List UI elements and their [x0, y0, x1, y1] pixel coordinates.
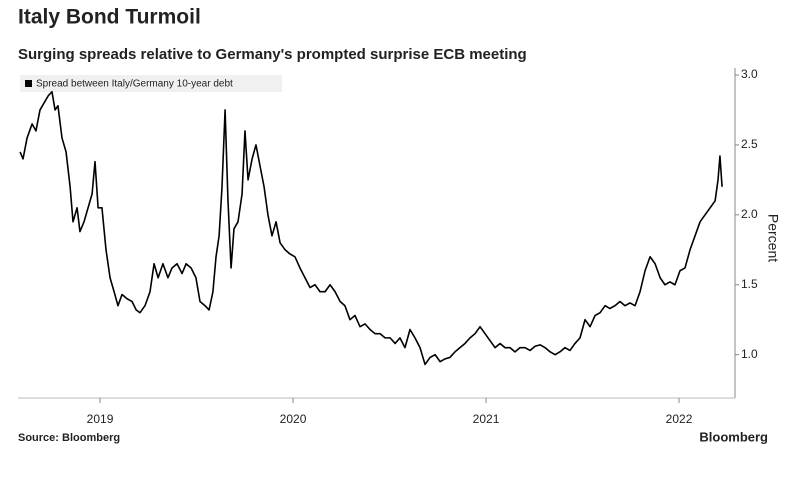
legend-swatch: [25, 80, 32, 87]
data-line: [19, 90, 723, 366]
legend-label: Spread between Italy/Germany 10-year deb…: [36, 79, 233, 90]
x-tick-label: 2022: [666, 412, 693, 426]
y-tick-label: 1.0: [741, 347, 758, 361]
chart-title: Italy Bond Turmoil: [18, 6, 201, 29]
y-tick-label: 1.5: [741, 277, 758, 291]
chart-subtitle: Surging spreads relative to Germany's pr…: [18, 46, 527, 63]
y-tick-label: 2.0: [741, 207, 758, 221]
legend-box: [20, 75, 282, 92]
x-tick-label: 2021: [473, 412, 500, 426]
y-axis-label: Percent: [765, 214, 781, 262]
x-tick-label: 2020: [280, 412, 307, 426]
brand: Bloomberg: [699, 429, 768, 444]
source: Source: Bloomberg: [18, 432, 120, 444]
y-tick-label: 2.5: [741, 137, 758, 151]
y-tick-label: 3.0: [741, 67, 758, 81]
x-tick-label: 2019: [87, 412, 114, 426]
